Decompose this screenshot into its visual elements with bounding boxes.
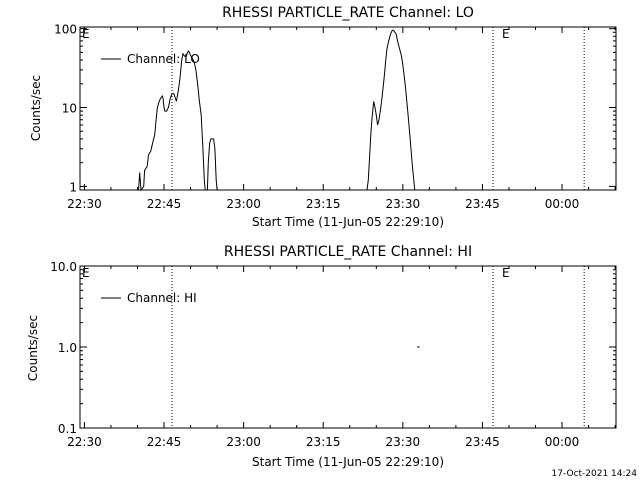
series-line [206, 138, 218, 191]
hi-channel-panel: RHESSI PARTICLE_RATE Channel: HI Start T… [26, 244, 617, 469]
x-tick-label: 22:30 [67, 197, 102, 211]
x-tick-label: 23:00 [226, 435, 261, 449]
x-tick-label: 00:00 [545, 197, 580, 211]
series-line [366, 29, 416, 191]
footer-timestamp: 17-Oct-2021 14:24 [552, 469, 638, 479]
x-tick-label: 23:00 [226, 197, 261, 211]
x-tick-label: 22:45 [147, 197, 182, 211]
y-axis-label: Counts/sec [26, 315, 40, 381]
y-tick-label: 10 [62, 102, 77, 116]
x-tick-label: 23:15 [306, 197, 341, 211]
x-tick-label: 23:30 [386, 435, 421, 449]
x-tick-label: 22:45 [147, 435, 182, 449]
legend-label: Channel: LO [127, 52, 200, 66]
event-marker-label: E [502, 266, 510, 280]
y-tick-label: 1.0 [58, 341, 77, 355]
x-axis-label: Start Time (11-Jun-05 22:29:10) [252, 215, 444, 229]
y-tick-label: 100 [54, 23, 77, 37]
series-line [137, 50, 206, 192]
chart-title: RHESSI PARTICLE_RATE Channel: LO [222, 5, 474, 21]
y-axis-label: Counts/sec [29, 75, 43, 141]
lo-channel-panel: RHESSI PARTICLE_RATE Channel: LO Start T… [29, 5, 617, 229]
range-label-left: E [82, 266, 90, 280]
plot-frame [79, 26, 617, 191]
y-tick-label: 10.0 [50, 260, 77, 274]
legend-label: Channel: HI [127, 291, 197, 305]
range-label-left: E [82, 27, 90, 41]
y-tick-label: 1 [69, 180, 77, 194]
x-tick-label: 22:30 [67, 435, 102, 449]
x-axis-label: Start Time (11-Jun-05 22:29:10) [252, 455, 444, 469]
y-tick-label: 0.1 [58, 422, 77, 436]
chart-title: RHESSI PARTICLE_RATE Channel: HI [224, 244, 472, 260]
event-marker-label: E [502, 27, 510, 41]
x-tick-label: 23:45 [465, 435, 500, 449]
x-tick-label: 23:45 [465, 197, 500, 211]
x-tick-label: 23:30 [386, 197, 421, 211]
x-tick-label: 00:00 [545, 435, 580, 449]
x-tick-label: 23:15 [306, 435, 341, 449]
